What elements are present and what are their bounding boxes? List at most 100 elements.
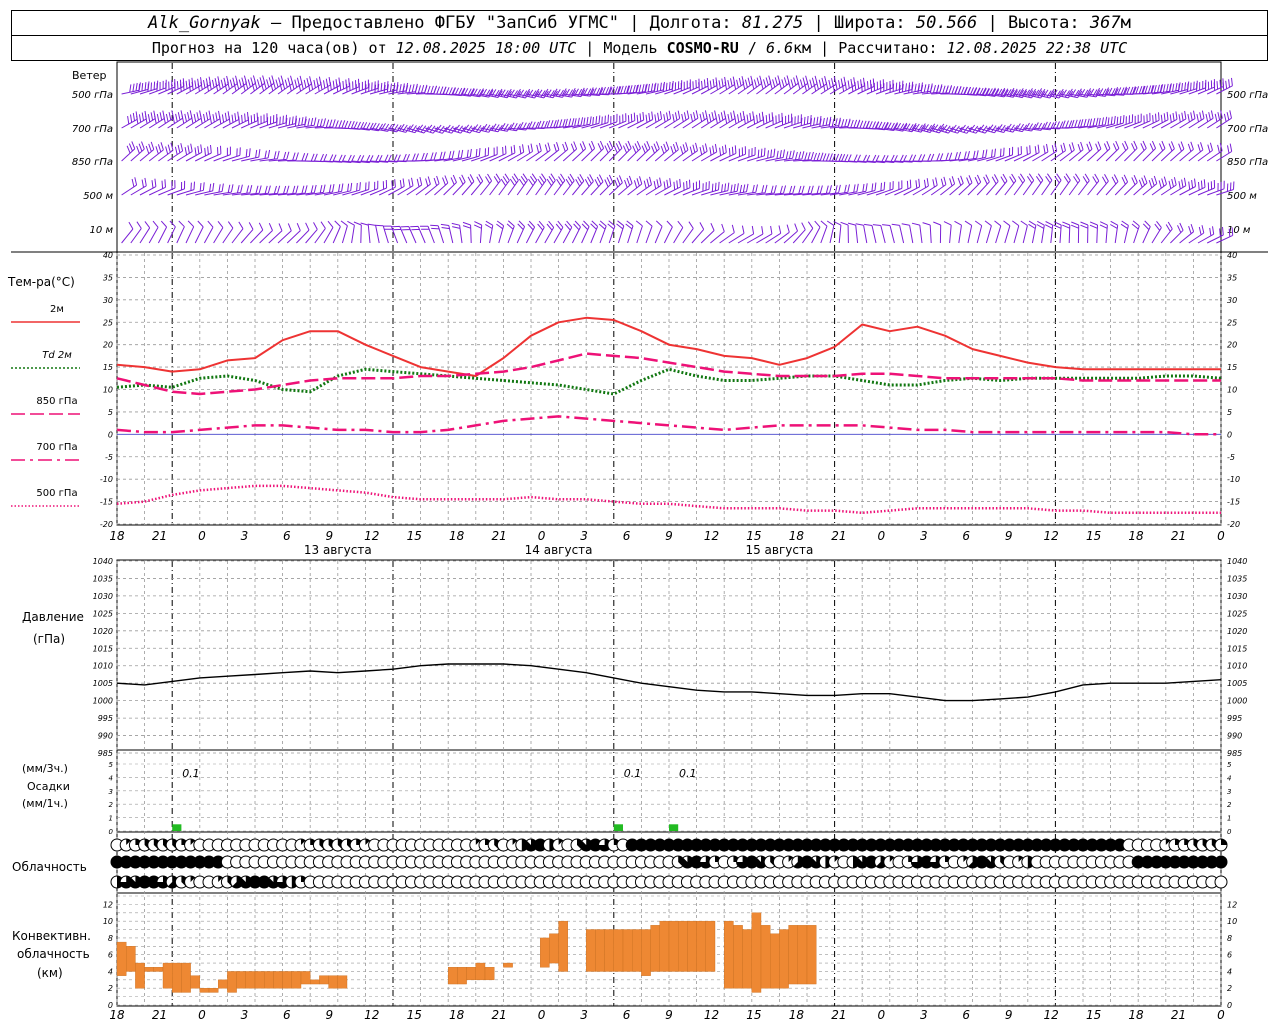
- conv-ytick-right: 0: [1227, 1001, 1232, 1010]
- mid-axis-hour-label: 12: [364, 529, 379, 543]
- temp-legend-label: 700 гПа: [36, 442, 77, 453]
- wind-barb: [250, 149, 271, 162]
- wind-barb: [802, 152, 824, 162]
- wind-barb: [820, 76, 837, 95]
- mid-axis-hour-label: 21: [831, 529, 846, 543]
- convective-bar: [678, 920, 688, 972]
- date-label: 15 августа: [745, 543, 813, 557]
- wind-level-label-right: 500 гПа: [1227, 90, 1268, 101]
- convective-bar: [650, 925, 660, 972]
- convective-bar: [254, 971, 265, 989]
- wind-barb: [1151, 111, 1169, 129]
- wind-barb: [719, 145, 737, 162]
- wind-barb: [1053, 221, 1062, 244]
- wind-barb: [1115, 86, 1137, 95]
- press-ytick-left: 1040: [93, 557, 113, 566]
- cloud-symbol-fill: [985, 856, 998, 868]
- convective-bar: [457, 967, 467, 985]
- wind-barb: [1031, 173, 1044, 196]
- precip-bar: [613, 824, 623, 831]
- wind-barb: [943, 221, 952, 244]
- convective-bar: [282, 971, 293, 989]
- conv-ytick-left: 6: [108, 951, 113, 960]
- wind-barb: [572, 173, 585, 196]
- wind-barb: [425, 124, 448, 134]
- precip-unit-1h: (мм/1ч.): [22, 797, 68, 810]
- cloud-symbol-fill: [190, 876, 195, 882]
- wind-barb: [340, 220, 348, 244]
- wind-barb: [691, 77, 709, 95]
- wind-barb: [625, 220, 634, 244]
- press-ytick-right: 1025: [1227, 609, 1247, 618]
- wind-barb: [277, 223, 292, 244]
- temp-ytick-left: 20: [103, 341, 113, 350]
- convective-bar: [125, 946, 136, 972]
- wind-barb: [1142, 140, 1157, 162]
- convective-bar: [181, 962, 191, 993]
- wind-barb: [737, 75, 754, 95]
- wind-level-label-left: 850 гПа: [72, 157, 113, 168]
- wind-barb: [204, 145, 222, 162]
- wind-barb: [406, 176, 423, 196]
- wind-barb: [1170, 141, 1185, 162]
- wind-barb: [553, 173, 566, 196]
- wind-barb: [728, 111, 745, 129]
- press-ytick-right: 995: [1227, 714, 1242, 723]
- wind-barb: [194, 144, 212, 162]
- wind-barb: [802, 75, 818, 95]
- wind-barb: [185, 77, 203, 95]
- wind-barb: [783, 185, 805, 196]
- conv-ytick-left: 0: [108, 1001, 113, 1010]
- wind-barb: [986, 124, 1009, 133]
- temp-ytick-left: 10: [103, 386, 113, 395]
- wind-barb: [654, 110, 672, 129]
- convective-bar: [549, 933, 559, 964]
- wind-barb: [139, 221, 151, 244]
- temp-ytick-right: -5: [1227, 453, 1235, 462]
- cloud-symbol-fill: [911, 856, 924, 868]
- model-name: COSMO-RU: [666, 39, 739, 57]
- bottom-axis-hour-label: 9: [665, 1008, 673, 1022]
- convective-bar: [291, 971, 302, 989]
- temp-ytick-right: 5: [1227, 408, 1232, 417]
- wind-barb: [1188, 142, 1204, 162]
- wind-barb: [1124, 86, 1146, 95]
- wind-barb: [645, 111, 663, 129]
- wind-barb: [922, 222, 932, 244]
- temp-ytick-left: -10: [100, 475, 113, 484]
- wind-barb: [268, 114, 287, 129]
- precip-ytick-right: 4: [1227, 774, 1231, 782]
- wind-barb: [802, 185, 823, 196]
- convective-bar: [144, 967, 155, 972]
- mid-axis-hour-label: 0: [538, 529, 546, 543]
- wind-barb: [911, 222, 923, 244]
- wind-barb: [885, 122, 908, 132]
- wind-barb: [967, 174, 982, 196]
- wind-barb: [958, 175, 973, 196]
- wind-barb: [268, 75, 284, 95]
- wind-barb: [847, 222, 859, 244]
- wind-barb: [250, 113, 268, 129]
- wind-barb: [194, 76, 212, 95]
- temp-ytick-left: 30: [103, 296, 113, 305]
- convective-bar: [659, 920, 670, 972]
- wind-barb: [360, 80, 379, 95]
- wind-barb: [240, 112, 259, 129]
- wind-barb: [719, 183, 739, 196]
- wind-barb: [1105, 140, 1120, 162]
- wind-barb: [1133, 140, 1147, 162]
- convective-bar: [116, 941, 127, 976]
- convective-bar: [273, 971, 283, 989]
- convective-bar: [779, 929, 789, 989]
- wind-barb: [222, 111, 240, 129]
- wind-barb: [353, 221, 362, 244]
- convective-bar: [797, 925, 808, 985]
- wind-barb: [1206, 226, 1224, 244]
- convective-bar: [153, 967, 164, 972]
- cloud-symbol-fill: [929, 856, 942, 868]
- bottom-axis-hour-label: 3: [920, 1008, 928, 1022]
- wind-barb: [1179, 223, 1195, 244]
- mid-axis-hour-label: 9: [325, 529, 333, 543]
- temp-ytick-left: 15: [103, 363, 113, 372]
